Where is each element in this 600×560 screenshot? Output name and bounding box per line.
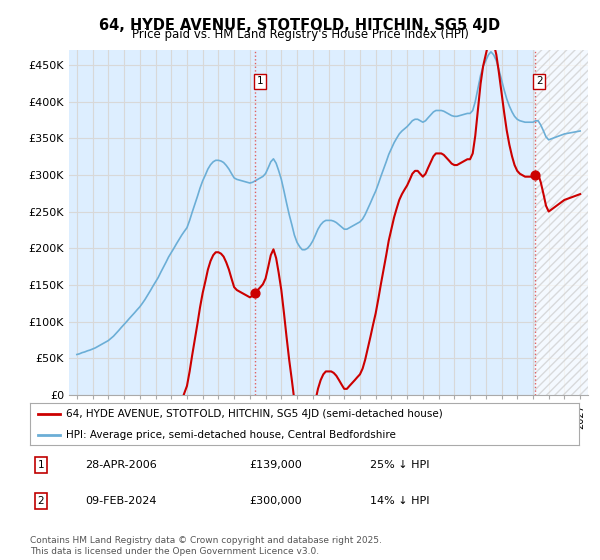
Point [250,288,260,297]
Text: HPI: Average price, semi-detached house, Central Bedfordshire: HPI: Average price, semi-detached house,… [65,430,395,440]
Text: 28-APR-2006: 28-APR-2006 [85,460,157,470]
Text: Price paid vs. HM Land Registry's House Price Index (HPI): Price paid vs. HM Land Registry's House … [131,28,469,41]
Text: 2: 2 [38,496,44,506]
Text: 1: 1 [38,460,44,470]
Text: 14% ↓ HPI: 14% ↓ HPI [370,496,430,506]
Text: Contains HM Land Registry data © Crown copyright and database right 2025.
This d: Contains HM Land Registry data © Crown c… [30,536,382,556]
Text: 64, HYDE AVENUE, STOTFOLD, HITCHIN, SG5 4JD: 64, HYDE AVENUE, STOTFOLD, HITCHIN, SG5 … [100,18,500,33]
Text: 64, HYDE AVENUE, STOTFOLD, HITCHIN, SG5 4JD (semi-detached house): 64, HYDE AVENUE, STOTFOLD, HITCHIN, SG5 … [65,409,442,419]
Text: £139,000: £139,000 [250,460,302,470]
Text: 09-FEB-2024: 09-FEB-2024 [85,496,157,506]
Text: 2: 2 [536,76,542,86]
Text: 25% ↓ HPI: 25% ↓ HPI [370,460,430,470]
Text: £300,000: £300,000 [250,496,302,506]
Text: 1: 1 [256,76,263,86]
Point [530,170,539,179]
